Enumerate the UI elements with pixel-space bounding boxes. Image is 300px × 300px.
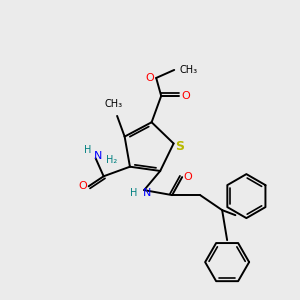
Text: H: H: [130, 188, 138, 198]
Text: CH₃: CH₃: [179, 65, 197, 75]
Text: N: N: [93, 151, 102, 161]
Text: CH₃: CH₃: [104, 99, 122, 109]
Text: O: O: [78, 181, 87, 191]
Text: O: O: [184, 172, 193, 182]
Text: O: O: [182, 91, 190, 101]
Text: O: O: [146, 73, 154, 83]
Text: S: S: [175, 140, 184, 153]
Text: H: H: [84, 145, 91, 155]
Text: H₂: H₂: [106, 155, 117, 165]
Text: N: N: [143, 188, 151, 198]
